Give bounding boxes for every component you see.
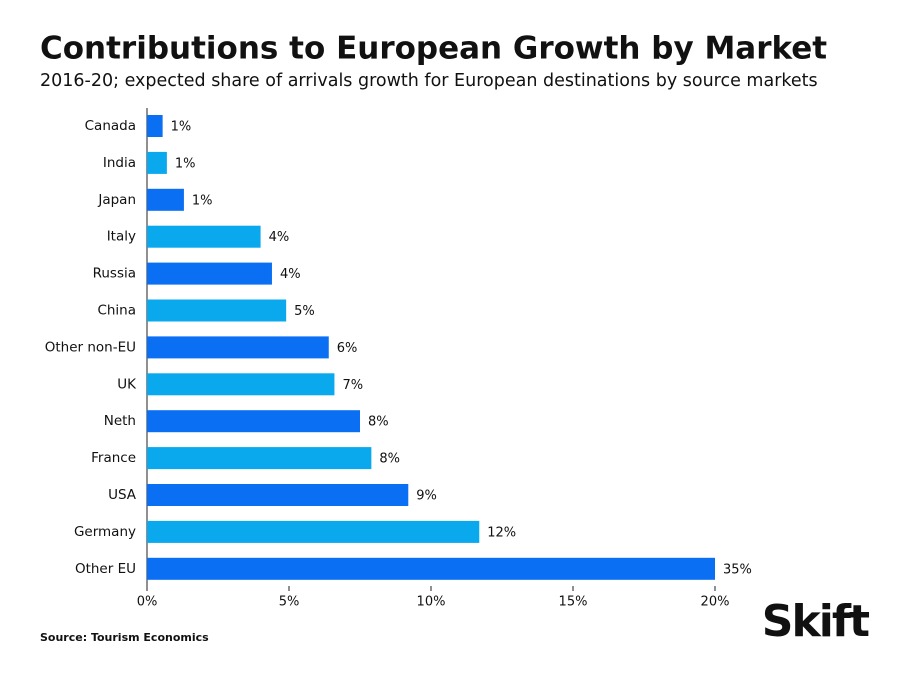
value-label: 1%: [175, 156, 196, 171]
logo: Skift: [762, 596, 870, 647]
y-tick-label: Japan: [97, 192, 136, 208]
value-label: 9%: [416, 489, 437, 504]
y-tick-label: Neth: [104, 413, 136, 429]
source: Source: Tourism Economics: [40, 631, 209, 644]
bar: [147, 188, 184, 211]
value-label: 35%: [723, 562, 752, 577]
y-tick-label: China: [97, 303, 136, 319]
x-tick-label: 10%: [417, 595, 446, 610]
y-tick-label: India: [103, 155, 136, 171]
y-tick-label: UK: [117, 376, 137, 392]
value-label: 1%: [171, 120, 192, 135]
value-label: 7%: [342, 378, 363, 393]
x-tick-label: 20%: [701, 595, 730, 610]
bar: [147, 299, 287, 322]
y-tick-label: Russia: [93, 266, 136, 282]
value-label: 8%: [379, 452, 400, 467]
y-tick-label: USA: [108, 487, 137, 503]
bar: [147, 373, 335, 396]
y-tick-label: Canada: [85, 118, 136, 134]
bar: [147, 151, 167, 174]
chart-subtitle: 2016-20; expected share of arrivals grow…: [40, 71, 818, 91]
value-label: 6%: [337, 341, 358, 356]
value-label: 12%: [487, 525, 516, 540]
bar: [147, 262, 272, 285]
y-tick-label: France: [91, 450, 136, 466]
value-label: 1%: [192, 193, 213, 208]
bar: [147, 410, 360, 433]
value-label: 8%: [368, 415, 389, 430]
value-label: 5%: [294, 304, 315, 319]
bar: [147, 447, 372, 470]
bar: [147, 115, 163, 137]
y-tick-label: Italy: [107, 229, 136, 245]
bars: [147, 115, 715, 580]
value-label: 4%: [280, 267, 301, 282]
bar: [147, 225, 261, 248]
bar: [147, 484, 409, 506]
x-tick-label: 0%: [137, 595, 158, 610]
y-tick-label: Other non-EU: [45, 339, 136, 355]
y-tick-label: Germany: [74, 524, 136, 540]
bar: [147, 520, 480, 543]
chart-title: Contributions to European Growth by Mark…: [40, 31, 827, 67]
bar: [147, 336, 329, 359]
value-label: 4%: [269, 230, 290, 245]
y-tick-label: Other EU: [75, 561, 136, 577]
bar: [147, 557, 715, 580]
x-tick-label: 15%: [559, 595, 588, 610]
x-tick-label: 5%: [279, 595, 300, 610]
